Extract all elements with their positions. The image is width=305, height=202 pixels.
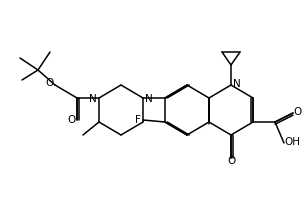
Text: O: O	[46, 78, 54, 88]
Text: O: O	[67, 115, 75, 125]
Text: N: N	[145, 94, 153, 104]
Text: N: N	[233, 79, 241, 89]
Text: O: O	[227, 156, 235, 166]
Text: O: O	[293, 107, 301, 117]
Text: F: F	[135, 115, 141, 125]
Text: OH: OH	[284, 137, 300, 147]
Text: N: N	[89, 94, 97, 104]
